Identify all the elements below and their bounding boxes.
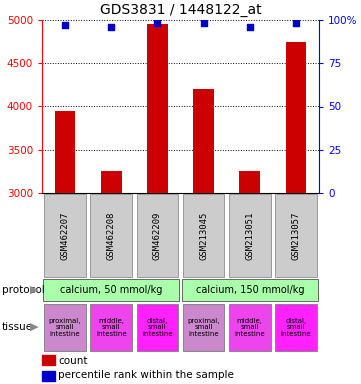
Text: calcium, 50 mmol/kg: calcium, 50 mmol/kg	[60, 285, 162, 295]
Text: distal,
small
intestine: distal, small intestine	[142, 318, 173, 336]
Text: calcium, 150 mmol/kg: calcium, 150 mmol/kg	[196, 285, 304, 295]
Bar	[193, 89, 214, 193]
Text: ▶: ▶	[30, 285, 38, 295]
Bar	[286, 41, 306, 193]
FancyBboxPatch shape	[44, 303, 86, 351]
Text: proximal,
small
intestine: proximal, small intestine	[49, 318, 81, 336]
Text: distal,
small
intestine: distal, small intestine	[280, 318, 311, 336]
Text: GSM213051: GSM213051	[245, 211, 254, 260]
FancyBboxPatch shape	[275, 303, 317, 351]
FancyBboxPatch shape	[136, 303, 178, 351]
Text: middle,
small
intestine: middle, small intestine	[96, 318, 127, 336]
Bar	[42, 371, 55, 381]
Text: ▶: ▶	[30, 322, 38, 332]
Bar	[239, 171, 260, 193]
Text: GSM462209: GSM462209	[153, 211, 162, 260]
FancyBboxPatch shape	[229, 194, 271, 277]
FancyBboxPatch shape	[229, 303, 271, 351]
FancyBboxPatch shape	[182, 279, 318, 301]
Text: protocol: protocol	[2, 285, 44, 295]
Point	[201, 20, 206, 26]
FancyBboxPatch shape	[90, 194, 132, 277]
Point	[293, 20, 299, 26]
Bar	[55, 111, 75, 193]
Text: GSM462208: GSM462208	[107, 211, 116, 260]
Point	[247, 24, 253, 30]
Text: tissue: tissue	[2, 322, 33, 332]
FancyBboxPatch shape	[136, 194, 178, 277]
FancyBboxPatch shape	[275, 194, 317, 277]
Text: count: count	[58, 356, 88, 366]
Point	[62, 22, 68, 28]
Text: GSM462207: GSM462207	[61, 211, 70, 260]
Point	[155, 20, 160, 26]
Text: middle,
small
intestine: middle, small intestine	[234, 318, 265, 336]
FancyBboxPatch shape	[43, 279, 179, 301]
FancyBboxPatch shape	[44, 194, 86, 277]
FancyBboxPatch shape	[183, 194, 225, 277]
Text: proximal,
small
intestine: proximal, small intestine	[187, 318, 220, 336]
FancyBboxPatch shape	[90, 303, 132, 351]
Bar	[42, 355, 55, 366]
Text: GSM213057: GSM213057	[291, 211, 300, 260]
Text: GDS3831 / 1448122_at: GDS3831 / 1448122_at	[100, 3, 261, 17]
Text: percentile rank within the sample: percentile rank within the sample	[58, 370, 234, 381]
Bar	[101, 171, 122, 193]
Point	[108, 24, 114, 30]
Text: GSM213045: GSM213045	[199, 211, 208, 260]
Bar	[147, 24, 168, 193]
FancyBboxPatch shape	[183, 303, 225, 351]
